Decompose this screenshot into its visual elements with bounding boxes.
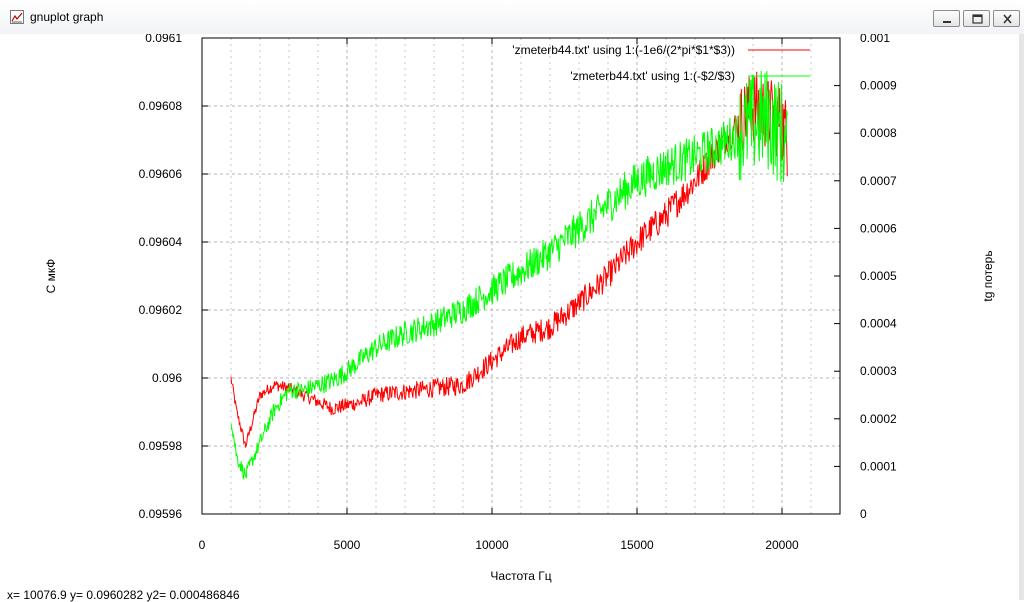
plot-border	[201, 37, 841, 515]
x-tick-label: 10000	[475, 538, 509, 552]
y2-tick-label: 0.0002	[860, 412, 897, 426]
y2-tick-label: 0.0003	[860, 364, 897, 378]
y-tick-label: 0.09606	[139, 167, 183, 181]
close-icon	[1003, 14, 1012, 24]
minimize-icon	[943, 21, 951, 23]
x-tick-label: 20000	[765, 538, 799, 552]
maximize-icon	[972, 14, 983, 24]
y2-tick-label: 0	[860, 507, 867, 521]
gnuplot-app-icon	[10, 10, 24, 24]
plot-area[interactable]: 0 5000 10000 15000 20000 0.09596 0.09598 0.096 0…	[0, 34, 1024, 600]
series-layer	[230, 70, 788, 481]
y-tick-label: 0.09596	[139, 507, 183, 521]
x-tick-label: 0	[199, 538, 206, 552]
y2-tick-label: 0.0008	[860, 126, 897, 140]
y2-tick-label: 0.0009	[860, 79, 897, 93]
y-axis-label: С мкФ	[44, 259, 58, 294]
legend-label-0: 'zmeterb44.txt' using 1:(-1e6/(2*pi*$1*$…	[512, 43, 735, 57]
maximize-button[interactable]	[963, 10, 990, 27]
title-bar[interactable]: gnuplot graph	[0, 0, 1024, 34]
y2-tick-label: 0.0001	[860, 459, 897, 473]
minimize-button[interactable]	[933, 10, 960, 27]
chart-canvas[interactable]: 0 5000 10000 15000 200000.095960.095980.0960…	[0, 34, 1024, 600]
x-tick-label: 5000	[334, 538, 361, 552]
axes	[201, 37, 841, 515]
tick-labels: 0 5000 10000 15000 200000.095960.095980.0960…	[44, 34, 995, 583]
y-tick-label: 0.09608	[139, 99, 183, 113]
legend-label-1: 'zmeterb44.txt' using 1:(-$2/$3)	[570, 69, 735, 83]
x-tick-label: 15000	[620, 538, 654, 552]
y-tick-label: 0.09604	[139, 235, 183, 249]
y-tick-label: 0.09598	[139, 439, 183, 453]
x-axis-label: Частота Гц	[490, 569, 551, 583]
y2-tick-label: 0.0006	[860, 221, 897, 235]
y2-tick-label: 0.0004	[860, 317, 897, 331]
grid-lines	[202, 38, 840, 514]
y2-tick-label: 0.0007	[860, 174, 897, 188]
y-tick-label: 0.09602	[139, 303, 183, 317]
window-title: gnuplot graph	[30, 10, 104, 24]
series-line-0	[230, 71, 788, 449]
y2-tick-label: 0.0005	[860, 269, 897, 283]
legend: 'zmeterb44.txt' using 1:(-1e6/(2*pi*$1*$…	[512, 43, 810, 83]
cursor-readout: x= 10076.9 y= 0.0960282 y2= 0.000486846	[7, 588, 240, 602]
y-tick-label: 0.096	[152, 371, 182, 385]
window-border	[1019, 34, 1024, 600]
y2-axis-label: tg потерь	[981, 250, 995, 301]
y-tick-label: 0.0961	[145, 34, 182, 45]
y2-tick-label: 0.001	[860, 34, 890, 45]
series-line-1	[230, 70, 788, 481]
close-button[interactable]	[993, 10, 1020, 27]
